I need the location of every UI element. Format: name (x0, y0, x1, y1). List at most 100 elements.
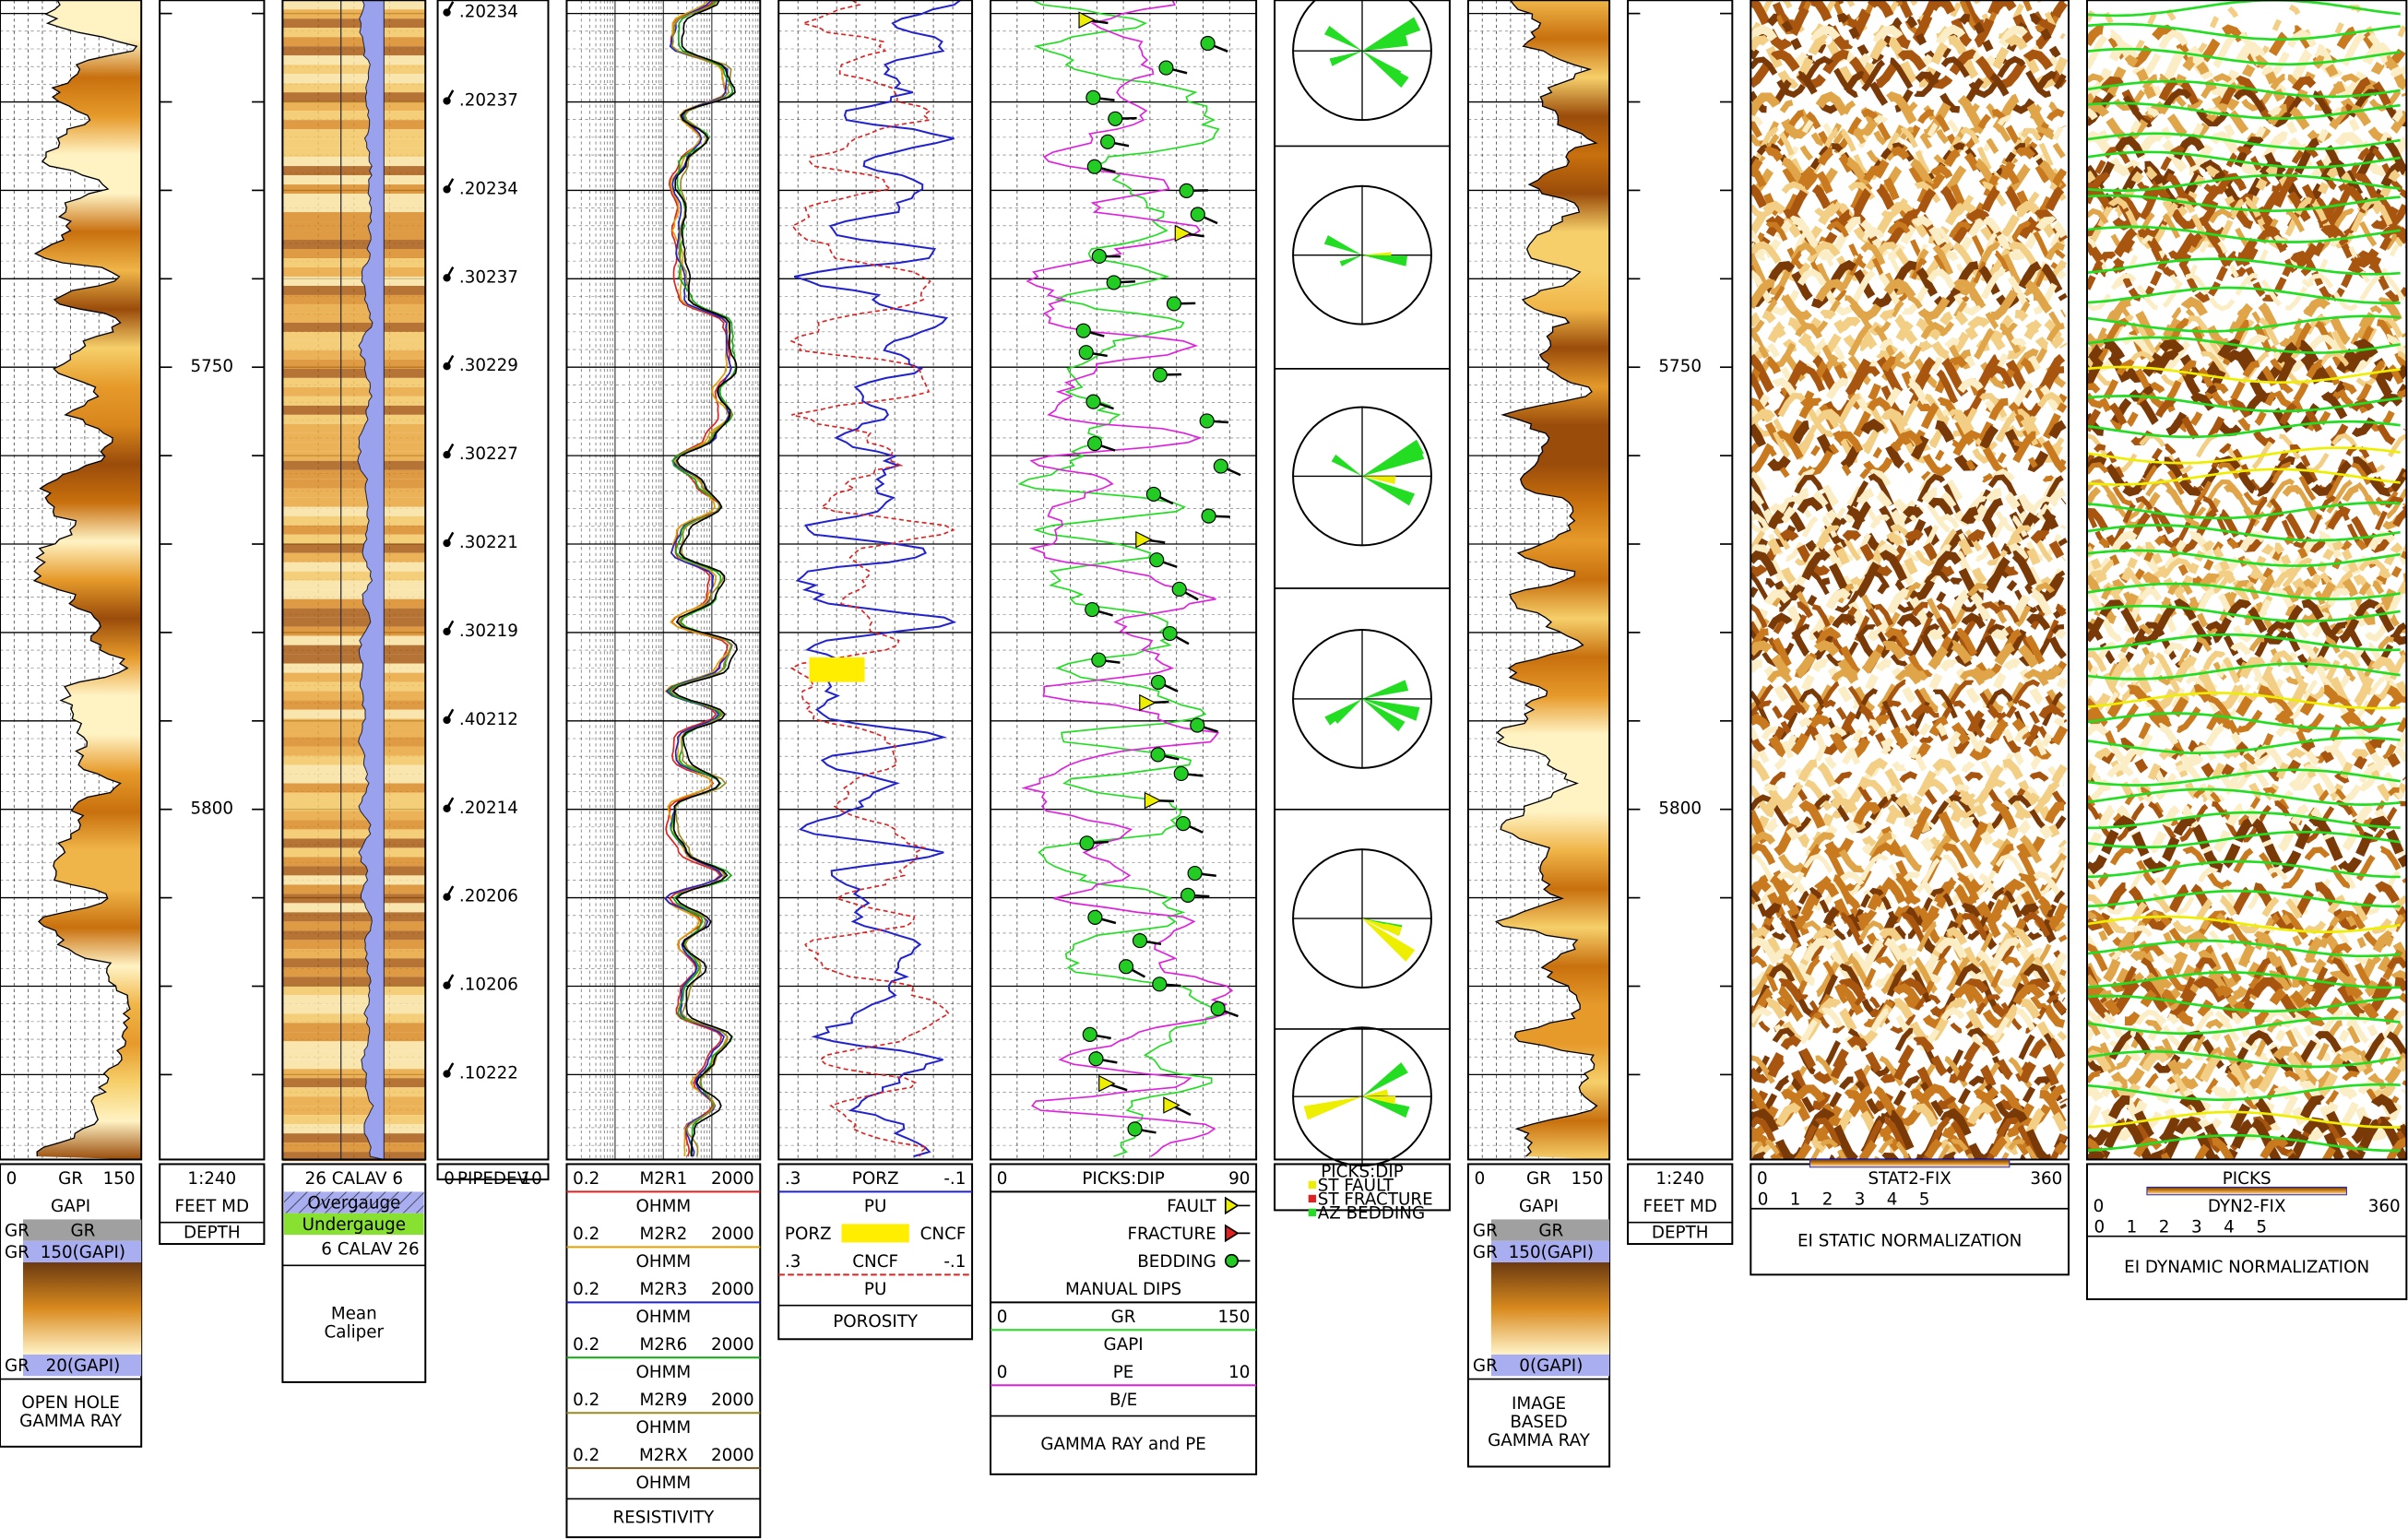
tadpole-tail (445, 620, 455, 633)
header-label: .3 (785, 1252, 801, 1272)
header-label: 5 (1919, 1190, 1930, 1210)
resistivity-curve (667, 0, 738, 1157)
caliper-band (282, 940, 426, 950)
tadpole-label: .30219 (459, 622, 518, 641)
header-label: STAT2-FIX (1868, 1169, 1951, 1189)
pick-sinusoid (2086, 582, 2401, 600)
pick-sinusoid (2086, 859, 2401, 879)
header-label: 0.2 (573, 1225, 599, 1244)
header-label: 0 (444, 1169, 455, 1189)
caliper-band (282, 746, 426, 756)
header-label: 0(GAPI) (1519, 1356, 1583, 1376)
caliper-band (282, 469, 426, 479)
caliper-band (282, 635, 426, 645)
tadpole-tail (445, 708, 455, 721)
header-label: 1 (1790, 1190, 1801, 1210)
image-band (1750, 679, 2066, 719)
header-label: Undergauge (302, 1215, 406, 1235)
caliper-band (282, 231, 426, 241)
caliper-band (282, 792, 426, 802)
image-band (2086, 461, 2407, 507)
rose-petal (1323, 235, 1363, 255)
caliper-band (282, 101, 426, 112)
caliper-band (282, 608, 426, 618)
pick-sinusoid (2086, 0, 2401, 18)
tadpole-tail (445, 885, 455, 898)
image-band (1750, 321, 2065, 370)
header-label: 2000 (711, 1169, 754, 1189)
header-label: 360 (2030, 1169, 2062, 1189)
header-label: M2R9 (639, 1391, 687, 1410)
header-label: PICKS (2223, 1169, 2272, 1189)
header-label: 0 (2094, 1218, 2105, 1237)
pick-sinusoid (2086, 915, 2401, 934)
image-band (1750, 391, 2067, 438)
track-frame (1627, 0, 1734, 1161)
header-label: 2000 (711, 1335, 754, 1355)
image-group (2086, 0, 2407, 1160)
caliper-band (282, 368, 426, 378)
image-band (2086, 1149, 2403, 1160)
image-band (1750, 771, 2067, 811)
pick-sinusoid (2086, 830, 2401, 849)
bedding-pick (1088, 1051, 1104, 1067)
caliper-band (282, 18, 426, 29)
legend-key (1308, 1208, 1317, 1217)
tadpole-tail (445, 443, 455, 456)
tadpole-label: .10222 (459, 1064, 518, 1083)
bedding-pick (1085, 394, 1101, 409)
track-title: BASED (1510, 1413, 1567, 1432)
bedding-pick (1087, 909, 1103, 925)
image-band (2086, 586, 2407, 643)
header-label: M2R1 (639, 1169, 687, 1189)
image-band (2086, 88, 2407, 128)
caliper-band (282, 1041, 426, 1051)
pick-sinusoid (2086, 22, 2401, 41)
header-label: M2R3 (639, 1280, 687, 1299)
header-frame (565, 1163, 762, 1539)
header-label: 0 (997, 1363, 1008, 1382)
header-label: OHMM (635, 1418, 691, 1438)
legend-swatch (284, 1213, 424, 1236)
header-label: 2000 (711, 1391, 754, 1410)
image-band (1750, 602, 2067, 657)
header-label: PIPEDEV (457, 1169, 529, 1189)
legend-swatch (22, 1240, 142, 1263)
caliper-band (282, 184, 426, 195)
caliper-band (282, 525, 426, 535)
bedding-pick (1127, 1121, 1143, 1137)
pick-sinusoid (2086, 173, 2401, 193)
bedding-pick (1187, 865, 1203, 882)
image-band (1750, 215, 2068, 262)
resistivity-curve (664, 0, 733, 1157)
pick-sinusoid (2086, 662, 2401, 681)
caliper-band (282, 276, 426, 286)
image-band (2086, 75, 2407, 125)
header-label: 2000 (711, 1225, 754, 1244)
caliper-band (282, 1078, 426, 1088)
caliper-band (282, 257, 426, 267)
pick-sinusoid (2086, 768, 2401, 787)
caliper-band (282, 442, 426, 452)
caliper-band (282, 1133, 426, 1143)
caliper-band (282, 1060, 426, 1070)
image-band (1750, 528, 2069, 577)
bedding-pick (1180, 887, 1196, 903)
caliper-band (282, 663, 426, 673)
caliper-band (282, 148, 426, 158)
bedding-pick (1132, 933, 1148, 949)
image-band (1750, 831, 2068, 874)
image-band (2086, 145, 2407, 194)
rose-petal (1339, 255, 1363, 266)
depth-label: 5750 (1658, 357, 1702, 376)
caliper-band (282, 46, 426, 56)
caliper-band (282, 764, 426, 775)
image-band (1750, 688, 2066, 741)
header-label: PICKS:DIP (1321, 1163, 1404, 1182)
header-label: Overgauge (307, 1194, 400, 1213)
fault-pick (1135, 530, 1153, 549)
header-frame (1627, 1163, 1734, 1246)
pick-sinusoid (2086, 79, 2401, 99)
legend-swatch (1490, 1240, 1610, 1263)
image-group (1750, 0, 2069, 1160)
